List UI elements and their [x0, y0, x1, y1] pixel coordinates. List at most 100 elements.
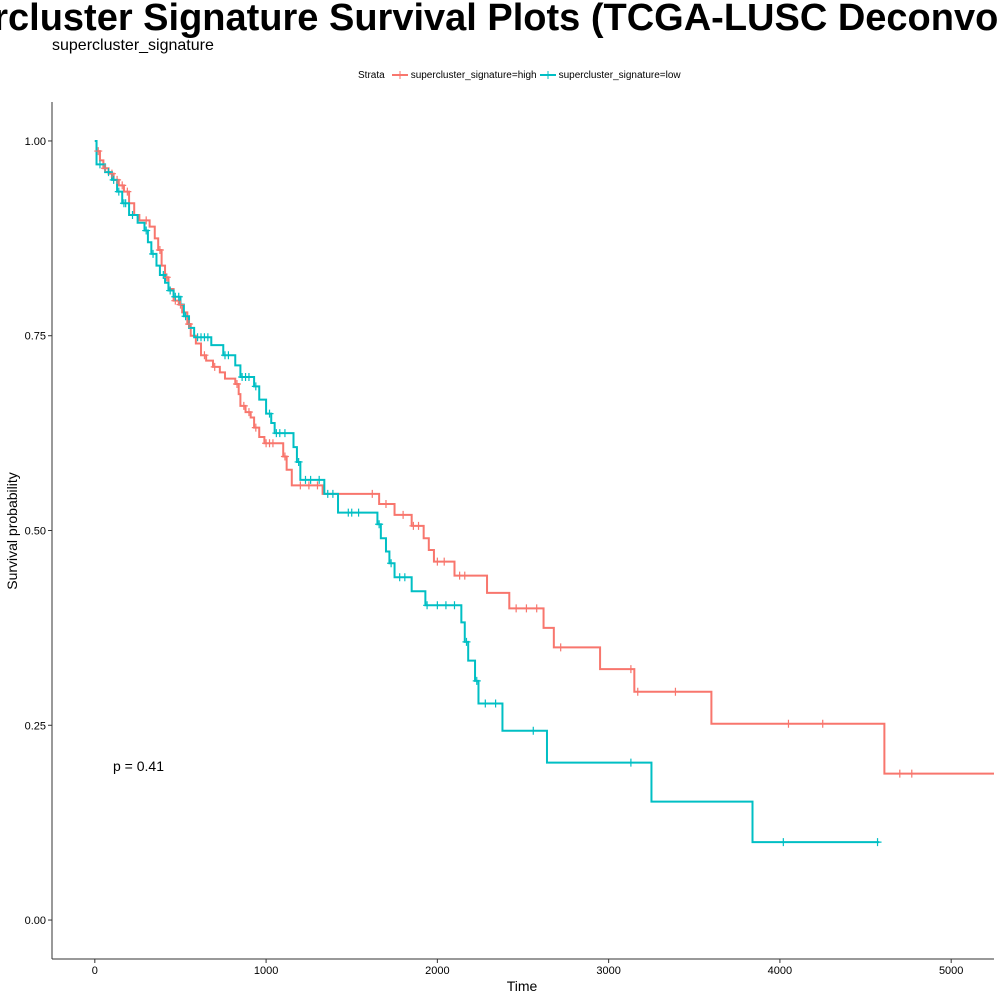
- censor-mark: [296, 481, 305, 490]
- censor-mark: [512, 604, 521, 613]
- censor-mark: [354, 508, 363, 517]
- censor-mark: [633, 687, 642, 696]
- censor-mark: [315, 475, 324, 484]
- censor-mark: [440, 557, 449, 566]
- x-axis-label: Time: [507, 978, 538, 994]
- axes: 0 1000 2000 3000 4000 5000 0.00 0.25 0.50 0.75 1.0…: [25, 102, 994, 977]
- legend-key-high: [391, 71, 408, 79]
- y-tick-label: 0.00: [25, 915, 46, 927]
- censor-mark: [232, 380, 241, 389]
- survival-curve-high: [94, 139, 994, 775]
- censor-mark: [626, 665, 635, 674]
- censor-mark: [142, 216, 151, 225]
- censor-mark: [149, 249, 158, 258]
- censor-mark: [294, 457, 303, 466]
- y-tick-label: 1.00: [25, 136, 46, 148]
- censor-mark: [532, 604, 541, 613]
- censor-mark: [907, 769, 916, 778]
- censor-mark: [176, 300, 185, 309]
- y-tick-label: 0.50: [25, 526, 46, 538]
- censor-mark: [251, 382, 260, 391]
- censor-mark: [210, 362, 219, 371]
- censor-mark: [114, 187, 123, 196]
- x-tick-label: 5000: [939, 965, 963, 977]
- censor-mark: [94, 147, 103, 156]
- legend-item-high: supercluster_signature=high: [391, 68, 537, 82]
- censor-mark: [142, 226, 151, 235]
- x-tick-label: 1000: [254, 965, 278, 977]
- censor-mark: [128, 210, 137, 219]
- censor-mark: [123, 187, 132, 196]
- chart-subtitle: supercluster_signature: [52, 37, 214, 54]
- censor-mark: [779, 838, 788, 847]
- censor-mark: [95, 160, 104, 169]
- x-tick-label: 2000: [425, 965, 449, 977]
- censor-mark: [462, 637, 471, 646]
- censor-mark: [166, 286, 175, 295]
- censor-mark: [313, 481, 322, 490]
- censor-mark: [414, 521, 423, 530]
- censor-mark: [433, 557, 442, 566]
- censor-mark: [472, 676, 481, 685]
- censor-mark: [400, 573, 409, 582]
- censor-mark: [306, 475, 315, 484]
- censor-mark: [433, 601, 442, 610]
- censor-mark: [181, 312, 190, 321]
- censor-mark: [895, 769, 904, 778]
- censor-mark: [522, 604, 531, 613]
- censor-mark: [203, 333, 212, 342]
- censor-mark: [460, 571, 469, 580]
- p-value-annotation: p = 0.41: [113, 758, 164, 774]
- legend-title: Strata: [358, 69, 385, 81]
- censor-mark: [671, 687, 680, 696]
- censor-mark: [280, 429, 289, 438]
- censor-mark: [381, 500, 390, 509]
- censor-mark: [101, 164, 110, 173]
- survival-curve-low: [94, 139, 880, 844]
- survival-curves: [94, 139, 994, 844]
- legend-item-low: supercluster_signature=low: [539, 68, 681, 82]
- legend-key-low: [539, 71, 556, 79]
- censor-mark: [107, 169, 116, 178]
- censor-mark: [481, 699, 490, 708]
- censor-mark: [529, 726, 538, 735]
- censor-mark: [239, 401, 248, 410]
- y-tick-label: 0.25: [25, 720, 46, 732]
- censor-mark: [441, 601, 450, 610]
- chart-title: percluster Signature Survival Plots (TCG…: [0, 0, 1000, 39]
- legend: Strata supercluster_signature=high super…: [358, 68, 683, 82]
- censor-mark: [224, 351, 233, 360]
- x-tick-label: 0: [92, 965, 98, 977]
- censor-mark: [185, 320, 194, 329]
- censor-mark: [155, 246, 164, 255]
- censor-mark: [121, 199, 130, 208]
- censor-mark: [104, 168, 113, 177]
- censor-mark: [251, 423, 260, 432]
- censor-mark: [280, 452, 289, 461]
- censor-mark: [304, 481, 313, 490]
- censor-mark: [784, 719, 793, 728]
- censor-mark: [626, 758, 635, 767]
- y-tick-label: 0.75: [25, 331, 46, 343]
- x-tick-label: 3000: [596, 965, 620, 977]
- censor-mark: [118, 181, 127, 190]
- x-tick-label: 4000: [768, 965, 792, 977]
- censor-mark: [174, 292, 183, 301]
- legend-label-low: supercluster_signature=low: [558, 69, 681, 81]
- censor-mark: [109, 175, 118, 184]
- legend-label-high: supercluster_signature=high: [410, 69, 537, 81]
- y-axis-label: Survival probability: [4, 472, 20, 590]
- censor-mark: [873, 838, 882, 847]
- censor-mark: [375, 520, 384, 529]
- censor-mark: [244, 408, 253, 417]
- censor-mark: [268, 439, 277, 448]
- censor-mark: [328, 489, 337, 498]
- censor-mark: [556, 643, 565, 652]
- censor-marks: [94, 147, 916, 847]
- censor-mark: [450, 601, 459, 610]
- censor-mark: [818, 719, 827, 728]
- censor-mark: [244, 373, 253, 382]
- censor-mark: [347, 508, 356, 517]
- censor-mark: [368, 489, 377, 498]
